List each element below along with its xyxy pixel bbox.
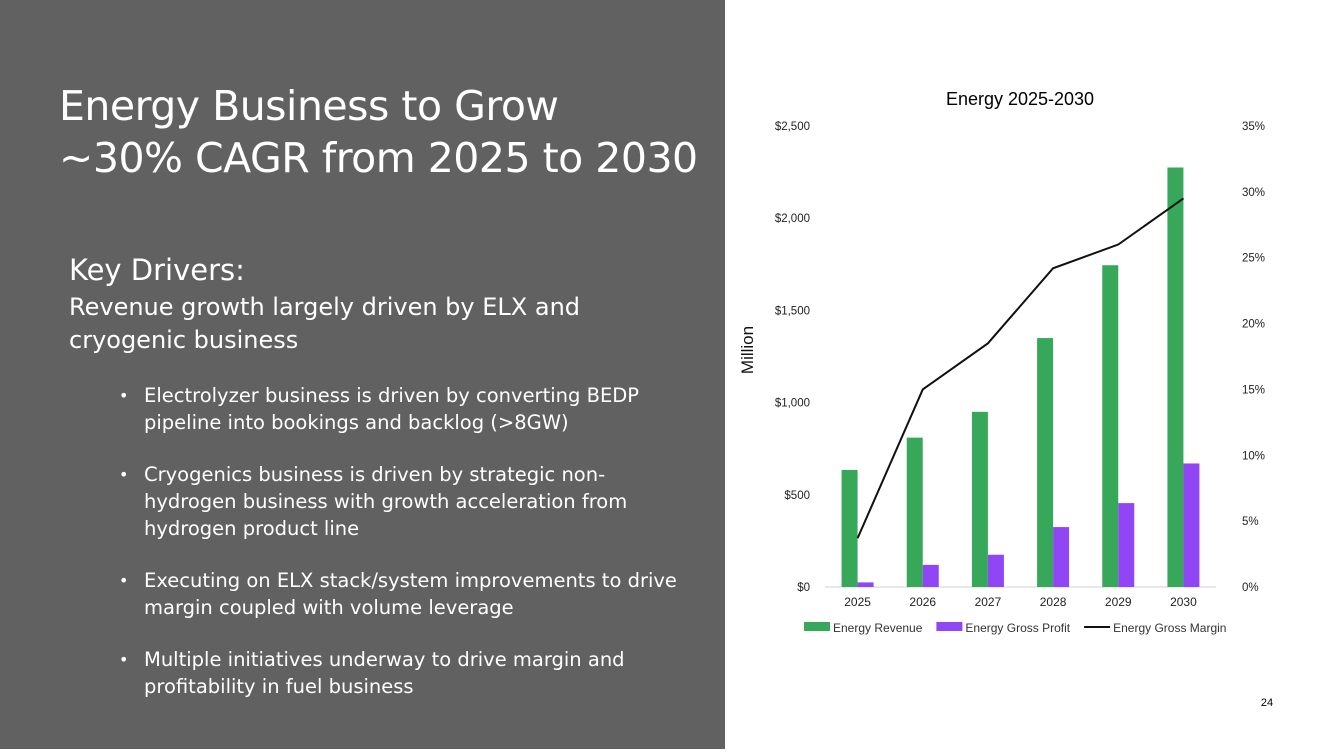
gross-profit-bar — [1118, 503, 1135, 587]
gross-profit-bar — [1053, 527, 1070, 587]
x-tick-label: 2025 — [844, 595, 871, 609]
x-tick-label: 2026 — [909, 595, 936, 609]
gross-margin-line — [856, 197, 1184, 539]
y-tick-label: $500 — [784, 490, 810, 502]
driver-bullet-text: Electrolyzer business is driven by conve… — [144, 384, 640, 434]
revenue-bar — [1037, 338, 1054, 587]
y-tick-label: $1,000 — [775, 398, 810, 410]
driver-bullet: • Electrolyzer business is driven by conv… — [113, 382, 683, 436]
y2-tick-label: 30% — [1242, 187, 1265, 199]
slide-title-line-1: Energy Business to Grow — [59, 82, 559, 130]
revenue-bar — [971, 411, 988, 587]
driver-bullet: • Executing on ELX stack/system improveme… — [113, 567, 683, 621]
gross-profit-bar — [987, 554, 1004, 587]
chart-title: Energy 2025-2030 — [946, 89, 1094, 109]
y2-tick-label: 5% — [1242, 516, 1259, 528]
drivers-heading: Key Drivers: — [69, 253, 245, 287]
drivers-subheading: Revenue growth largely driven by ELX and… — [69, 293, 581, 354]
driver-bullet-list: • Electrolyzer business is driven by conv… — [113, 382, 683, 725]
legend-swatch — [936, 622, 963, 631]
y-tick-label: $2,500 — [775, 121, 810, 133]
bullet-icon: • — [119, 386, 129, 405]
driver-bullet: • Cryogenics business is driven by strate… — [113, 461, 683, 542]
y-tick-label: $0 — [797, 582, 810, 594]
gross-profit-bar — [857, 582, 874, 587]
y2-tick-label: 10% — [1242, 450, 1265, 462]
slide-title-line-2: ~30% CAGR from 2025 to 2030 — [59, 134, 698, 182]
y-tick-label: $2,000 — [775, 213, 810, 225]
legend-label: Energy Gross Margin — [1113, 621, 1226, 635]
y-tick-label: $1,500 — [775, 305, 810, 317]
bullet-icon: • — [119, 571, 129, 590]
bullet-icon: • — [119, 650, 129, 669]
left-panel: Energy Business to Grow ~30% CAGR from 2… — [0, 0, 725, 749]
energy-chart: Energy 2025-2030 $0 $500 $1,000 $1,500 $2,000… — [738, 89, 1265, 635]
slide-title: Energy Business to Grow ~30% CAGR from 2… — [59, 80, 709, 184]
page-number: 24 — [1260, 697, 1274, 709]
bullet-icon: • — [119, 465, 129, 484]
x-tick-label: 2027 — [975, 595, 1002, 609]
gross-profit-bar — [1183, 463, 1200, 587]
legend-label: Energy Gross Profit — [965, 621, 1070, 635]
x-tick-label: 2030 — [1170, 595, 1197, 609]
legend-swatch — [804, 622, 830, 631]
y2-tick-label: 20% — [1242, 319, 1265, 331]
revenue-bar — [841, 469, 858, 587]
y2-tick-label: 35% — [1242, 121, 1265, 133]
y2-tick-label: 25% — [1242, 253, 1265, 265]
y2-tick-label: 15% — [1242, 384, 1265, 396]
revenue-bar — [906, 437, 923, 587]
revenue-bar — [1102, 265, 1119, 587]
y-axis-label: Million — [738, 326, 757, 374]
revenue-bar — [1167, 167, 1184, 588]
x-tick-label: 2028 — [1040, 595, 1067, 609]
driver-bullet-text: Executing on ELX stack/system improvemen… — [144, 569, 677, 619]
legend-label: Energy Revenue — [833, 621, 923, 635]
chart-area: Energy 2025-2030 $0 $500 $1,000 $1,500 $2,000… — [725, 0, 1333, 749]
x-tick-label: 2029 — [1105, 595, 1132, 609]
gross-profit-bar — [922, 564, 939, 587]
driver-bullet-text: Cryogenics business is driven by strateg… — [144, 463, 628, 540]
y2-tick-label: 0% — [1242, 582, 1259, 594]
driver-bullet: • Multiple initiatives underway to drive … — [113, 646, 683, 700]
driver-bullet-text: Multiple initiatives underway to drive m… — [144, 648, 625, 698]
